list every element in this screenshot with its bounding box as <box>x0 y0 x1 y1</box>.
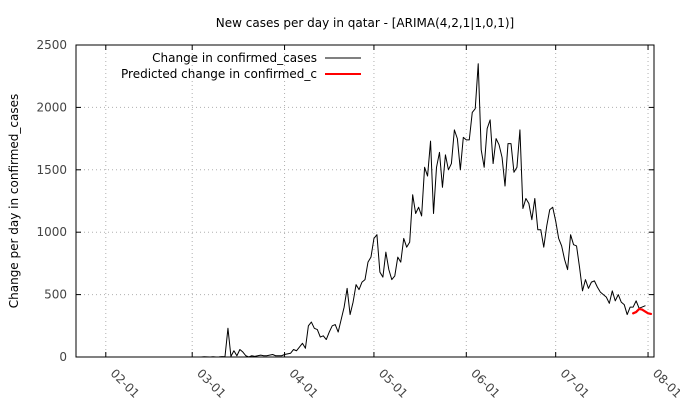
series-line-predicted <box>632 307 653 316</box>
legend-label-confirmed-cases: Change in confirmed_cases <box>152 51 317 65</box>
x-tick-label: 05-01 <box>376 366 411 400</box>
x-tick-label: 02-01 <box>108 366 143 400</box>
x-tick-label: 08-01 <box>650 366 680 400</box>
x-tick-label: 03-01 <box>194 366 229 400</box>
y-tick-label: 1500 <box>36 163 67 177</box>
y-tick-label: 0 <box>59 350 67 364</box>
y-axis-label: Change per day in confirmed_cases <box>7 94 21 309</box>
x-tick-label: 07-01 <box>558 366 593 400</box>
y-tick-label: 1000 <box>36 225 67 239</box>
axis-ticks: 0 500 1000 1500 2000 2500 02-01 03-01 04-01 05-01… <box>36 38 680 400</box>
legend: Change in confirmed_cases Predicted chan… <box>121 51 361 81</box>
y-tick-label: 2000 <box>36 100 67 114</box>
series-line-confirmed-cases <box>75 63 646 358</box>
legend-label-predicted: Predicted change in confirmed_c <box>121 67 317 81</box>
grid-lines <box>76 45 654 357</box>
series-lines <box>75 63 653 358</box>
plot-frame <box>75 44 655 358</box>
x-tick-label: 06-01 <box>468 366 503 400</box>
chart-title: New cases per day in qatar - [ARIMA(4,2,… <box>216 16 514 30</box>
y-tick-label: 2500 <box>36 38 67 52</box>
x-tick-label: 04-01 <box>286 366 321 400</box>
y-tick-label: 500 <box>44 288 67 302</box>
